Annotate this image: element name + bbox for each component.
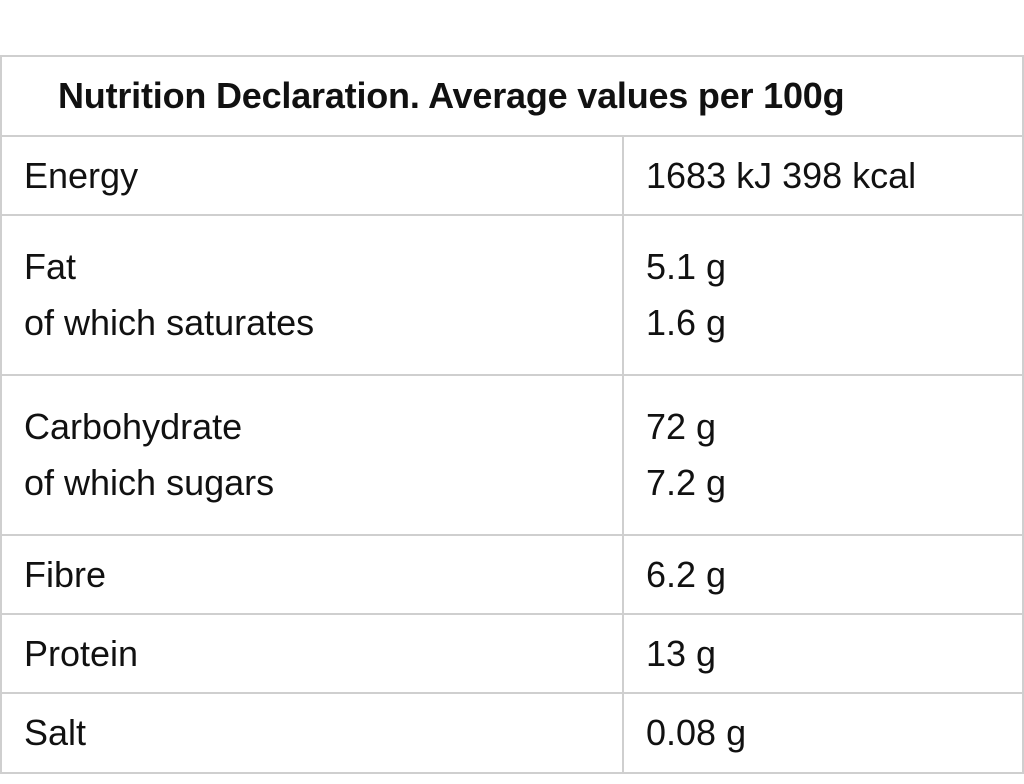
table-header-row: Nutrition Declaration. Average values pe… [0, 55, 1024, 137]
table-row-salt: Salt 0.08 g [0, 692, 1024, 774]
nutrient-label-cell: Protein [0, 613, 624, 694]
nutrient-value: 72 g [646, 406, 717, 447]
nutrient-value-cell: 0.08 g [622, 692, 1024, 774]
nutrient-value-cell: 5.1 g 1.6 g [622, 214, 1024, 376]
nutrient-label-cell: Fibre [0, 534, 624, 615]
table-row-energy: Energy 1683 kJ 398 kcal [0, 135, 1024, 216]
nutrient-label: Fibre [24, 553, 107, 595]
nutrient-subvalue: 1.6 g [646, 302, 727, 343]
nutrient-label-cell: Carbohydrate of which sugars [0, 374, 624, 536]
nutrient-value-cell: 1683 kJ 398 kcal [622, 135, 1024, 216]
nutrient-value-cell: 13 g [622, 613, 1024, 694]
table-row-fat: Fat of which saturates 5.1 g 1.6 g [0, 214, 1024, 376]
nutrient-value: 1683 kJ 398 kcal [646, 154, 917, 196]
table-row-protein: Protein 13 g [0, 613, 1024, 694]
nutrient-value-cell: 72 g 7.2 g [622, 374, 1024, 536]
nutrient-subvalue: 7.2 g [646, 462, 727, 503]
nutrient-sublabel: of which sugars [24, 462, 275, 503]
nutrient-label: Energy [24, 154, 139, 196]
nutrient-label: Fat [24, 246, 77, 287]
nutrition-table: Nutrition Declaration. Average values pe… [0, 55, 1024, 774]
nutrient-value: 5.1 g [646, 246, 727, 287]
nutrient-value-cell: 6.2 g [622, 534, 1024, 615]
nutrient-label: Carbohydrate [24, 406, 243, 447]
nutrient-value: 6.2 g [646, 553, 727, 595]
nutrient-label-cell: Fat of which saturates [0, 214, 624, 376]
table-row-carbohydrate: Carbohydrate of which sugars 72 g 7.2 g [0, 374, 1024, 536]
nutrient-label-cell: Energy [0, 135, 624, 216]
table-title: Nutrition Declaration. Average values pe… [0, 55, 1024, 137]
nutrient-label: Salt [24, 712, 87, 753]
nutrient-value: 13 g [646, 632, 717, 674]
nutrient-value: 0.08 g [646, 712, 747, 753]
table-row-fibre: Fibre 6.2 g [0, 534, 1024, 615]
nutrient-label: Protein [24, 632, 139, 674]
nutrient-sublabel: of which saturates [24, 302, 315, 343]
nutrient-label-cell: Salt [0, 692, 624, 774]
